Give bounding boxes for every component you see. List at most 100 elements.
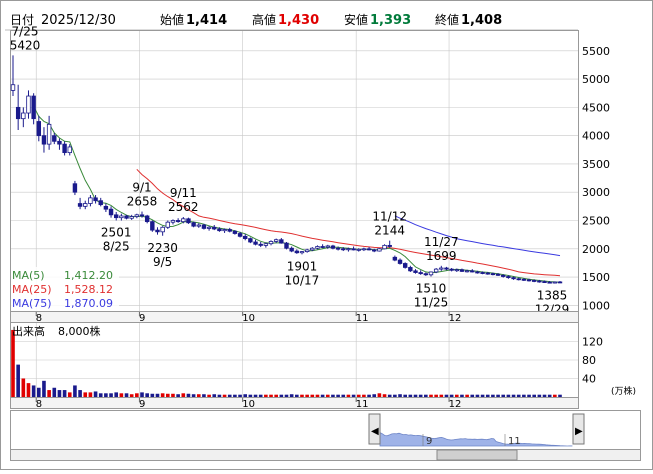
navigator-scrollbar-thumb[interactable] xyxy=(436,449,518,461)
annotation-date: 9/1 xyxy=(132,181,151,195)
candle xyxy=(150,220,155,232)
volume-bar xyxy=(289,394,294,397)
candle xyxy=(511,276,516,280)
candle xyxy=(495,273,501,276)
annotation-value: 5420 xyxy=(10,38,41,52)
legend-ma25-label: MA(25) xyxy=(12,283,52,296)
annotation-value: 1901 xyxy=(287,259,318,273)
annotation-date: 7/25 xyxy=(12,24,39,38)
volume-bar xyxy=(124,393,129,397)
candle xyxy=(21,107,26,128)
candle xyxy=(356,248,361,252)
candle xyxy=(454,268,459,272)
legend-ma75-value: 1,870.09 xyxy=(64,297,113,310)
navigator-left-handle[interactable] xyxy=(368,413,381,445)
volume-bar xyxy=(547,394,552,397)
volume-bar xyxy=(295,394,299,397)
candle-body xyxy=(114,214,119,219)
candle xyxy=(57,138,62,150)
candle xyxy=(103,203,109,213)
candle-body xyxy=(335,247,341,250)
price-tick-label: 4500 xyxy=(582,101,610,114)
candle-body xyxy=(304,249,310,253)
navigator-left-arrow-icon: ◀ xyxy=(371,426,379,437)
volume-bar xyxy=(191,394,196,397)
candle-body xyxy=(155,229,160,233)
candle xyxy=(366,247,372,251)
candle xyxy=(72,180,78,196)
annotation-value: 1510 xyxy=(416,281,447,295)
candle xyxy=(521,278,527,282)
month-label: 10 xyxy=(242,313,255,324)
candle xyxy=(372,248,377,253)
candle xyxy=(294,249,300,254)
volume-bar xyxy=(460,394,464,397)
price-tick-label: 2000 xyxy=(582,243,610,256)
annotation-value: 1385 xyxy=(537,289,568,303)
candle xyxy=(41,127,47,153)
candle-body xyxy=(186,218,191,224)
candle-body xyxy=(77,203,83,207)
volume-bar xyxy=(119,393,124,397)
volume-bar xyxy=(166,393,170,397)
price-tick-label: 4000 xyxy=(582,130,610,143)
candle-body xyxy=(72,183,78,193)
candle xyxy=(108,206,114,218)
price-tick-label: 3500 xyxy=(582,158,610,171)
candle xyxy=(439,265,444,271)
navigator-scrollbar-track[interactable] xyxy=(10,449,641,461)
volume-bar xyxy=(310,394,315,397)
month-label: 10 xyxy=(242,399,255,410)
candle-body xyxy=(88,197,93,204)
candle xyxy=(279,238,284,244)
candle xyxy=(423,272,429,276)
candle-body xyxy=(62,143,67,154)
volume-bar xyxy=(434,394,438,397)
candle xyxy=(212,225,217,231)
candle-body xyxy=(284,242,289,249)
volume-bar xyxy=(274,394,278,397)
candle-body xyxy=(501,274,506,277)
candle xyxy=(449,268,454,272)
candle-body xyxy=(330,245,336,249)
navigator-right-handle[interactable] xyxy=(572,413,585,445)
candle-body xyxy=(196,224,201,227)
candle xyxy=(258,241,263,248)
candle-body xyxy=(356,248,361,251)
volume-bar xyxy=(104,393,108,397)
volume-bar xyxy=(47,390,51,397)
candle-body xyxy=(268,241,274,245)
candle-body xyxy=(237,233,243,237)
volume-bar xyxy=(501,394,506,397)
candle-body xyxy=(41,135,47,145)
candle-body xyxy=(454,269,459,272)
price-tick-label: 3000 xyxy=(582,186,610,199)
candle-body xyxy=(557,281,563,284)
candle-body xyxy=(480,272,485,274)
volume-bar xyxy=(429,394,433,397)
candle xyxy=(52,132,57,145)
volume-bar xyxy=(532,394,537,397)
candle-body xyxy=(413,270,418,273)
candle-body xyxy=(320,246,325,248)
volume-bar xyxy=(88,392,93,397)
range-navigator[interactable]: 9 11 ◀ ▶ xyxy=(10,410,641,461)
navigator-right-arrow-icon: ▶ xyxy=(575,426,583,437)
candle-body xyxy=(547,281,552,284)
candle-body xyxy=(129,216,134,219)
candle xyxy=(341,247,346,252)
volume-bar xyxy=(522,394,526,397)
candle-body xyxy=(150,221,155,231)
annotation-date: 9/11 xyxy=(170,186,197,200)
candle xyxy=(77,197,83,210)
candle xyxy=(253,239,258,246)
candle-body xyxy=(351,248,356,251)
candle-body xyxy=(52,135,57,142)
volume-grid xyxy=(11,323,578,397)
candle-body xyxy=(170,220,176,223)
volume-bar xyxy=(253,394,258,397)
candle-body xyxy=(402,263,408,268)
